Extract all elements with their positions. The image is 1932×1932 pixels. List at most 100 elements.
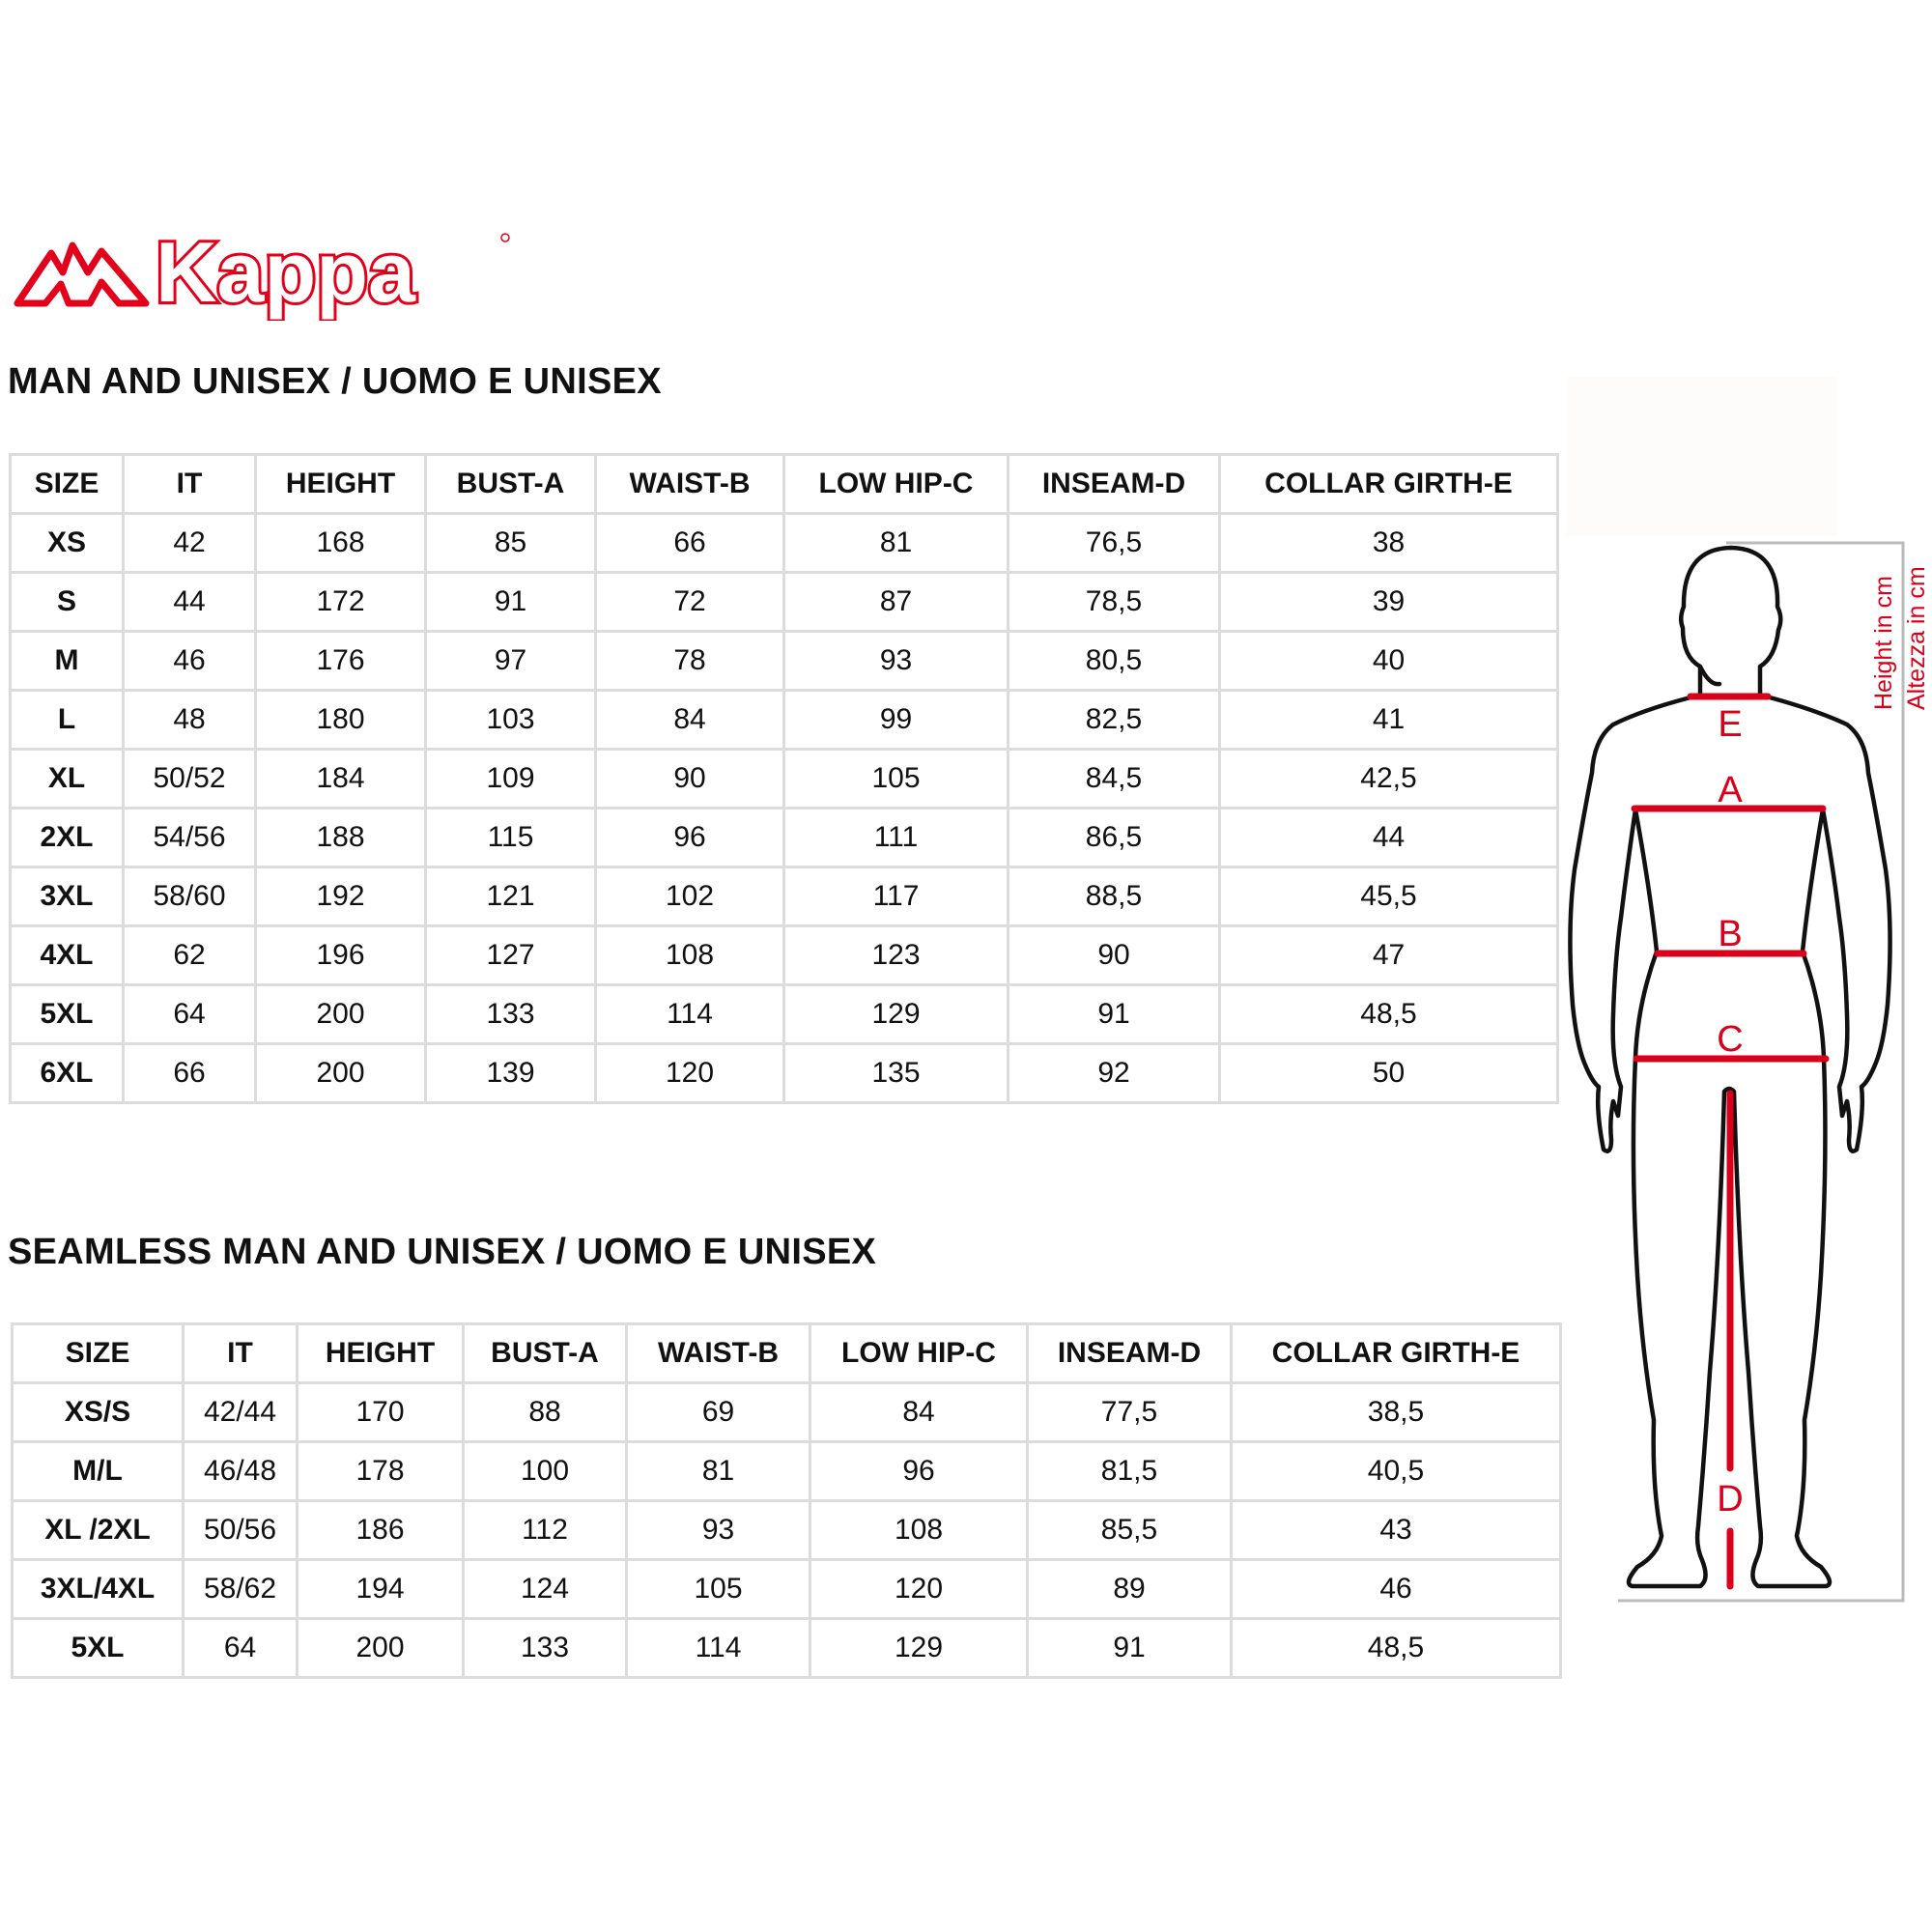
size-cell: L (9, 689, 125, 751)
value-cell: 46/48 (182, 1440, 298, 1502)
value-cell: 112 (462, 1499, 628, 1561)
value-cell: 105 (782, 748, 1009, 810)
kappa-logo: Kappa (14, 224, 510, 321)
label-e: E (1718, 704, 1742, 745)
size-cell: 5XL (9, 983, 125, 1045)
value-cell: 117 (782, 866, 1009, 927)
column-header: INSEAM-D (1007, 453, 1221, 515)
value-cell: 81,5 (1026, 1440, 1233, 1502)
value-cell: 93 (782, 630, 1009, 692)
value-cell: 115 (424, 807, 597, 868)
size-table-seamless: SIZE IT HEIGHT BUST-A WAIST-B LOW HIP-C INSEAM… (11, 1322, 1562, 1679)
value-cell: 120 (594, 1042, 785, 1104)
value-cell: 188 (254, 807, 427, 868)
value-cell: 93 (625, 1499, 811, 1561)
value-cell: 62 (122, 924, 257, 986)
value-cell: 58/60 (122, 866, 257, 927)
value-cell: 77,5 (1026, 1381, 1233, 1443)
table-row: S 44 172 91 72 87 78,5 39 (9, 571, 1559, 633)
size-cell: S (9, 571, 125, 633)
column-header: BUST-A (424, 453, 597, 515)
value-cell: 200 (254, 983, 427, 1045)
value-cell: 170 (296, 1381, 465, 1443)
value-cell: 103 (424, 689, 597, 751)
value-cell: 43 (1230, 1499, 1562, 1561)
value-cell: 87 (782, 571, 1009, 633)
value-cell: 91 (424, 571, 597, 633)
table1-title: MAN AND UNISEX / UOMO E UNISEX (8, 361, 662, 402)
value-cell: 90 (594, 748, 785, 810)
value-cell: 48 (122, 689, 257, 751)
value-cell: 42 (122, 512, 257, 574)
value-cell: 200 (296, 1617, 465, 1679)
value-cell: 50 (1218, 1042, 1559, 1104)
column-header: COLLAR GIRTH-E (1218, 453, 1559, 515)
size-cell: 2XL (9, 807, 125, 868)
size-cell: M (9, 630, 125, 692)
value-cell: 99 (782, 689, 1009, 751)
value-cell: 124 (462, 1558, 628, 1620)
column-header: IT (182, 1322, 298, 1384)
value-cell: 108 (809, 1499, 1029, 1561)
value-cell: 91 (1007, 983, 1221, 1045)
value-cell: 86,5 (1007, 807, 1221, 868)
table-row: M/L 46/48 178 100 81 96 81,5 40,5 (11, 1440, 1562, 1502)
value-cell: 196 (254, 924, 427, 986)
value-cell: 78,5 (1007, 571, 1221, 633)
value-cell: 81 (625, 1440, 811, 1502)
value-cell: 48,5 (1230, 1617, 1562, 1679)
value-cell: 50/52 (122, 748, 257, 810)
blank-patch (1567, 377, 1837, 536)
value-cell: 46 (1230, 1558, 1562, 1620)
column-header: SIZE (11, 1322, 185, 1384)
value-cell: 92 (1007, 1042, 1221, 1104)
value-cell: 69 (625, 1381, 811, 1443)
value-cell: 48,5 (1218, 983, 1559, 1045)
value-cell: 194 (296, 1558, 465, 1620)
value-cell: 100 (462, 1440, 628, 1502)
label-d: D (1717, 1479, 1743, 1520)
height-frame (1618, 541, 1905, 1603)
body-measurement-figure: E A B C D Height in cm Altezza in cm (1567, 377, 1930, 1603)
value-cell: 127 (424, 924, 597, 986)
value-cell: 129 (782, 983, 1009, 1045)
value-cell: 89 (1026, 1558, 1233, 1620)
size-cell: XL /2XL (11, 1499, 185, 1561)
table-row: 2XL 54/56 188 115 96 111 86,5 44 (9, 807, 1559, 868)
value-cell: 45,5 (1218, 866, 1559, 927)
size-cell: M/L (11, 1440, 185, 1502)
value-cell: 114 (594, 983, 785, 1045)
value-cell: 90 (1007, 924, 1221, 986)
value-cell: 40 (1218, 630, 1559, 692)
size-cell: 5XL (11, 1617, 185, 1679)
table-row: XL 50/52 184 109 90 105 84,5 42,5 (9, 748, 1559, 810)
column-header: HEIGHT (296, 1322, 465, 1384)
value-cell: 114 (625, 1617, 811, 1679)
value-cell: 44 (122, 571, 257, 633)
value-cell: 84 (594, 689, 785, 751)
column-header: COLLAR GIRTH-E (1230, 1322, 1562, 1384)
value-cell: 133 (462, 1617, 628, 1679)
value-cell: 111 (782, 807, 1009, 868)
size-cell: 3XL/4XL (11, 1558, 185, 1620)
height-label-it: Altezza in cm (1903, 566, 1930, 710)
value-cell: 96 (594, 807, 785, 868)
table-row: L 48 180 103 84 99 82,5 41 (9, 689, 1559, 751)
column-header: IT (122, 453, 257, 515)
column-header: HEIGHT (254, 453, 427, 515)
table-row: XL /2XL 50/56 186 112 93 108 85,5 43 (11, 1499, 1562, 1561)
value-cell: 168 (254, 512, 427, 574)
size-cell: 4XL (9, 924, 125, 986)
value-cell: 123 (782, 924, 1009, 986)
value-cell: 176 (254, 630, 427, 692)
table-row: 6XL 66 200 139 120 135 92 50 (9, 1042, 1559, 1104)
value-cell: 139 (424, 1042, 597, 1104)
size-cell: 3XL (9, 866, 125, 927)
value-cell: 88 (462, 1381, 628, 1443)
value-cell: 82,5 (1007, 689, 1221, 751)
height-label-en: Height in cm (1870, 576, 1897, 710)
column-header: INSEAM-D (1026, 1322, 1233, 1384)
value-cell: 120 (809, 1558, 1029, 1620)
label-a: A (1718, 770, 1743, 810)
value-cell: 186 (296, 1499, 465, 1561)
